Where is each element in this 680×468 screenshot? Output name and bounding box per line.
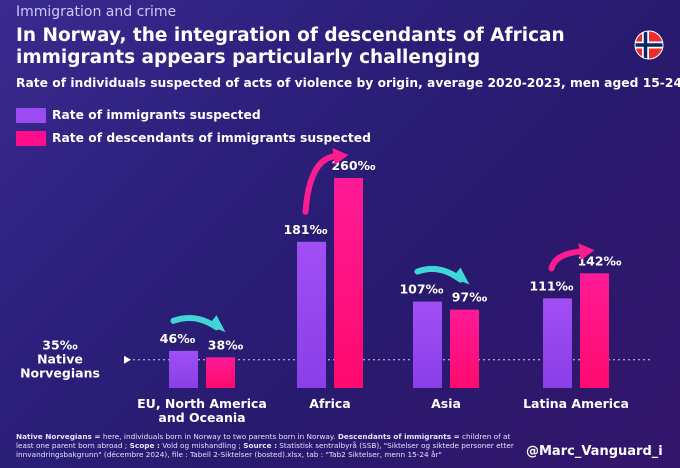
data-label-immigrants: 46‰ <box>160 331 195 346</box>
footnote-scope-def: Vold og mishandling ; <box>159 441 244 450</box>
reference-label-line: Native <box>37 352 83 367</box>
footnote-source-def: Statistisk sentralbyrå (SSB), "Siktelser… <box>16 441 514 459</box>
norway-flag-icon <box>634 30 664 60</box>
data-label-descendants: 97‰ <box>452 290 487 305</box>
trend-down-arrowhead-icon <box>208 315 226 333</box>
topic-label: Immigration and crime <box>16 4 177 20</box>
data-label-immigrants: 111‰ <box>529 278 573 293</box>
legend-swatch-immigrants <box>16 107 46 123</box>
bar-immigrants <box>543 298 572 388</box>
chart-subtitle: Rate of individuals suspected of acts of… <box>16 76 680 90</box>
reference-value-label: 35‰ <box>42 338 77 353</box>
reference-label-line: Norvegians <box>20 366 100 381</box>
category-label: Africa <box>309 396 350 411</box>
category-label: and Oceania <box>158 410 245 425</box>
trend-down-arrowhead-icon <box>452 267 470 285</box>
footnote-native-term: Native Norvegians = <box>16 432 101 441</box>
category-label: Asia <box>431 396 461 411</box>
legend-item-immigrants: Rate of immigrants suspected <box>16 105 371 125</box>
reference-pointer-icon <box>124 355 131 364</box>
footnote: Native Norvegians = here, individuals bo… <box>16 432 526 459</box>
data-label-immigrants: 107‰ <box>399 282 443 297</box>
chart-legend: Rate of immigrants suspected Rate of des… <box>16 105 371 151</box>
footnote-source-term: Source : <box>243 441 277 450</box>
data-label-immigrants: 181‰ <box>283 222 327 237</box>
data-label-descendants: 142‰ <box>577 253 621 268</box>
bar-descendants <box>206 357 235 388</box>
page-title: In Norway, the integration of descendant… <box>16 25 565 68</box>
bar-descendants <box>580 273 609 388</box>
bar-immigrants <box>169 350 198 388</box>
category-label: EU, North America <box>137 396 267 411</box>
legend-label-descendants: Rate of descendants of immigrants suspec… <box>52 131 371 145</box>
bar-descendants <box>334 178 363 388</box>
data-label-descendants: 38‰ <box>208 337 243 352</box>
footnote-scope-term: Scope : <box>129 441 160 450</box>
trend-up-arrowhead-icon <box>578 243 595 261</box>
legend-swatch-descendants <box>16 130 46 146</box>
author-handle: @Marc_Vanguard_i <box>526 444 663 459</box>
bar-immigrants <box>413 301 442 388</box>
legend-label-immigrants: Rate of immigrants suspected <box>52 108 261 122</box>
category-label: Latina America <box>523 396 629 411</box>
footnote-native-def: here, individuals born in Norway to two … <box>100 432 338 441</box>
legend-item-descendants: Rate of descendants of immigrants suspec… <box>16 128 371 148</box>
bar-immigrants <box>297 241 326 388</box>
trend-up-arrow-icon <box>548 248 586 272</box>
bar-descendants <box>450 309 479 388</box>
trend-up-arrowhead-icon <box>332 148 349 165</box>
footnote-desc-term: Descendants of immigrants = <box>337 432 460 441</box>
footnote-desc-def: children of at least one parent born abr… <box>16 432 511 450</box>
trend-up-arrow-icon <box>302 153 340 215</box>
data-label-descendants: 260‰ <box>331 158 375 173</box>
